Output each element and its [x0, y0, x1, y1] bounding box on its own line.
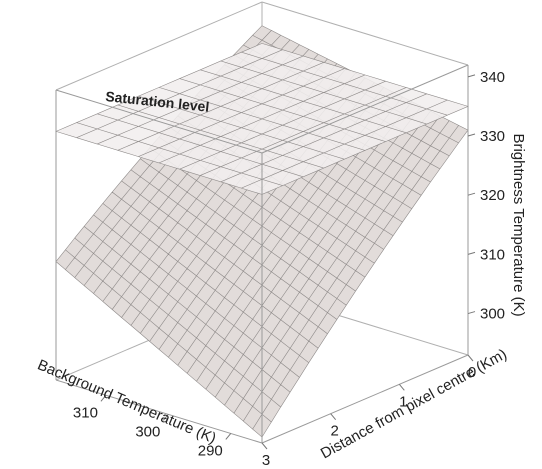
z-axis-title: Brightness Temperature (K) — [510, 133, 527, 316]
z-tick-mark — [467, 251, 476, 255]
box-edge — [55, 89, 263, 154]
box-edge — [261, 64, 469, 154]
saturation-plane-mesh — [55, 43, 469, 195]
z-tick-mark — [467, 74, 476, 78]
z-tick-label: 310 — [480, 246, 505, 263]
z-tick-label: 300 — [480, 306, 505, 323]
y-axis-title: Distance from pixel centre (Km) — [318, 346, 510, 463]
y-tick-mark — [467, 354, 474, 362]
y-tick-label: 3 — [262, 452, 270, 469]
y-tick-mark — [330, 413, 337, 420]
y-tick-label: 0 — [468, 364, 476, 381]
box-edge — [55, 379, 263, 444]
z-tick-mark — [467, 311, 476, 315]
z-tick-mark — [467, 192, 476, 196]
x-tick-mark — [100, 394, 107, 402]
y-axis-ticks: 0 1 2 3 — [261, 354, 476, 469]
box-edge — [261, 354, 469, 444]
y-tick-mark — [398, 384, 405, 391]
y-tick-label: 1 — [399, 393, 407, 410]
z-tick-mark — [467, 133, 476, 137]
z-tick-label: 340 — [480, 69, 505, 86]
z-tick-label: 330 — [480, 128, 505, 145]
x-tick-label: 310 — [73, 404, 98, 421]
box-front-edges — [55, 64, 469, 444]
x-tick-mark — [162, 414, 169, 421]
z-axis-ticks: 300 310 320 330 340 — [467, 69, 505, 323]
x-tick-mark — [225, 433, 232, 440]
y-tick-mark — [261, 442, 268, 450]
x-tick-label: 300 — [135, 423, 160, 440]
saturation-plane — [55, 43, 469, 195]
box-edge — [55, 1, 263, 91]
x-tick-label: 290 — [198, 442, 223, 459]
box-edge — [261, 1, 469, 66]
y-tick-label: 2 — [330, 423, 338, 440]
x-axis-ticks: 310 300 290 — [73, 394, 232, 459]
z-tick-label: 320 — [480, 187, 505, 204]
